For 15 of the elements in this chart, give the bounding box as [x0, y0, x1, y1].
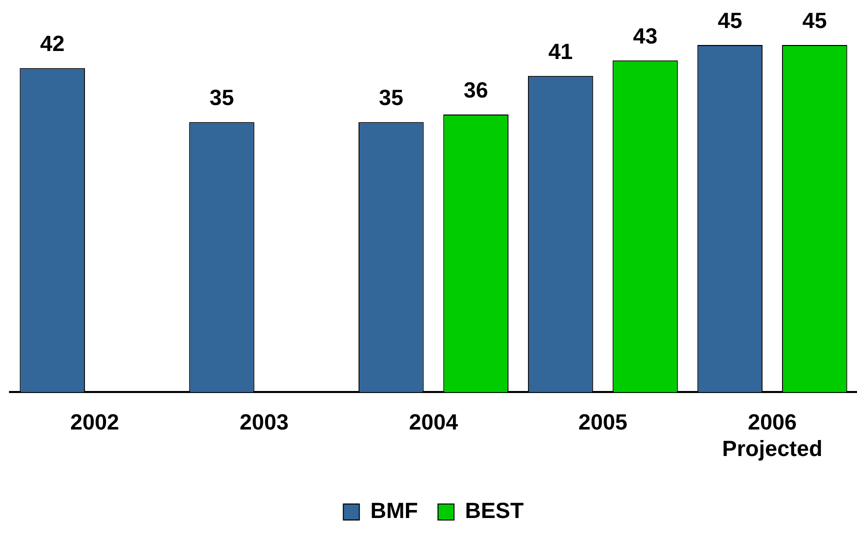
legend-label: BMF	[370, 498, 418, 524]
data-label: 45	[802, 8, 827, 34]
data-label: 45	[718, 8, 742, 34]
x-tick-label: 2002	[70, 409, 120, 434]
data-label: 42	[40, 31, 65, 56]
data-label: 35	[210, 85, 234, 110]
x-tick-label: 2005	[578, 409, 628, 434]
data-label: 35	[378, 85, 404, 110]
x-tick-label: 2004	[409, 409, 459, 434]
data-label: 41	[548, 38, 573, 64]
data-label: 36	[464, 78, 488, 103]
legend-label: BEST	[464, 498, 524, 524]
x-tick-label: 2003	[240, 409, 289, 434]
x-tick-label: 2006 Projected	[722, 409, 822, 461]
data-label: 43	[633, 23, 658, 48]
